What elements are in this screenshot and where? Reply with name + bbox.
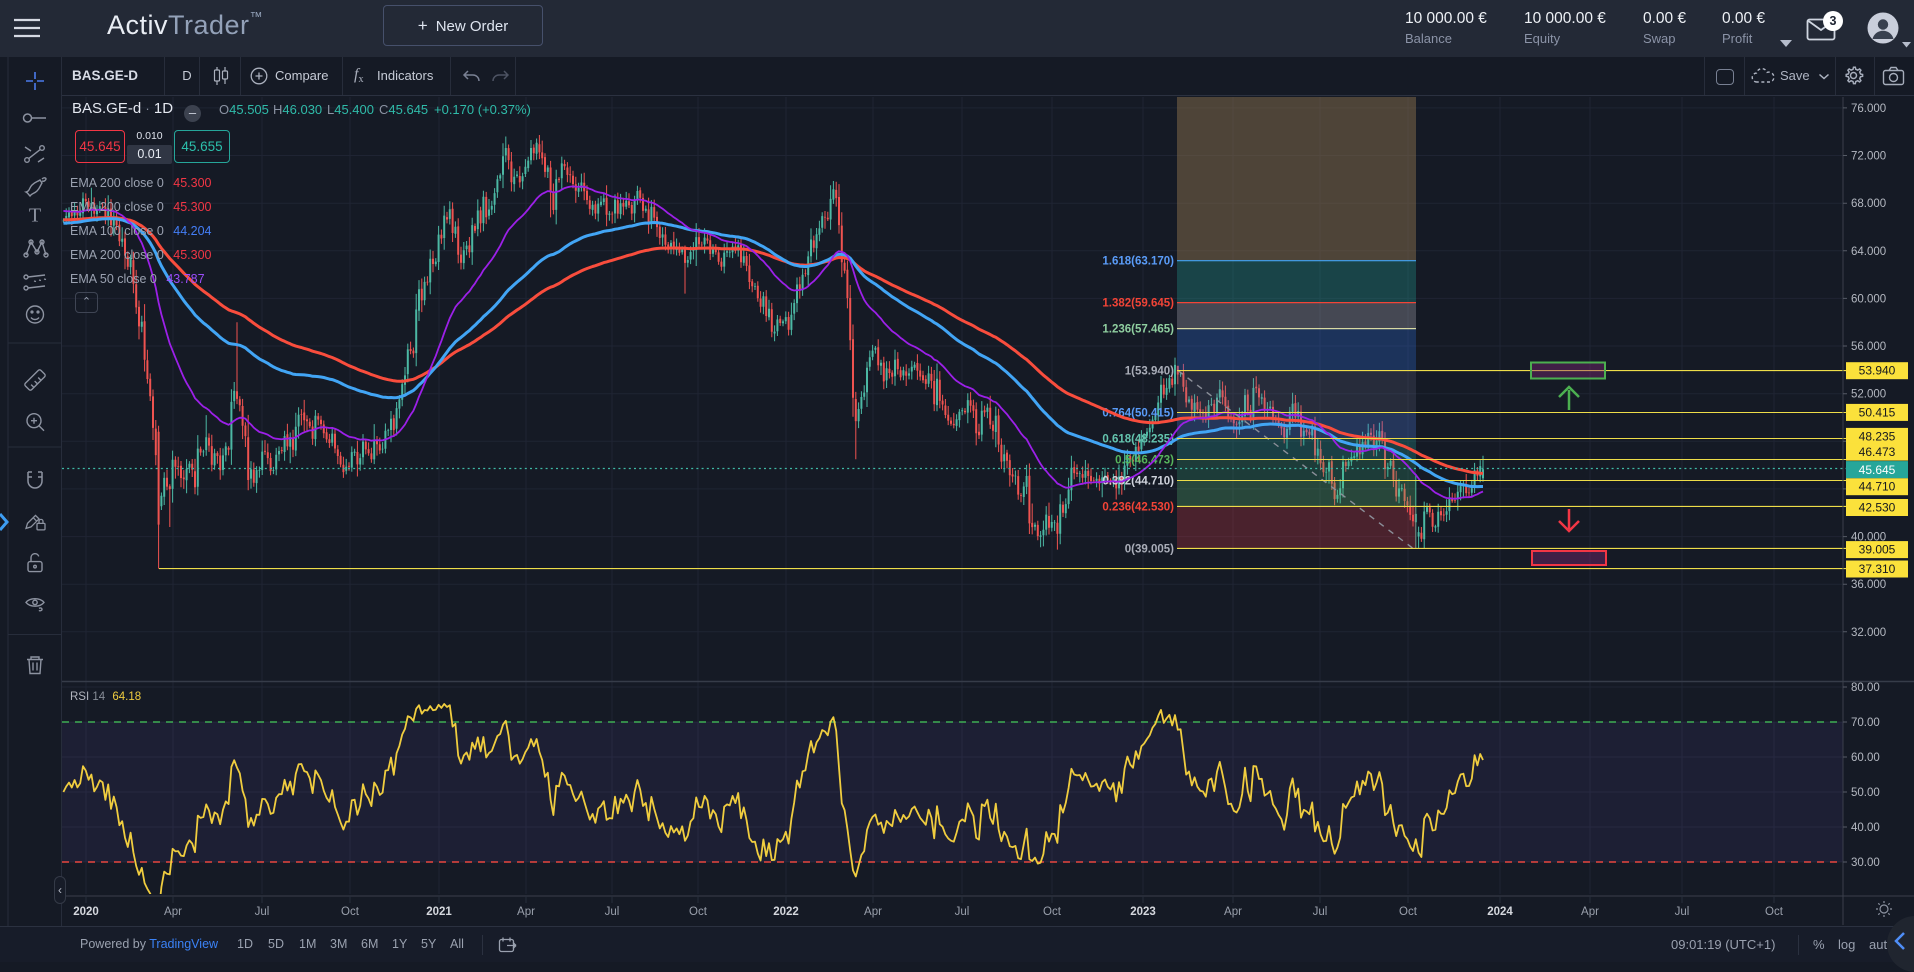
- svg-text:2020: 2020: [73, 906, 99, 918]
- svg-text:Jul: Jul: [605, 906, 620, 918]
- svg-text:36.000: 36.000: [1851, 579, 1886, 591]
- svg-text:0(39.005): 0(39.005): [1125, 543, 1174, 555]
- svg-text:46.473: 46.473: [1859, 445, 1896, 459]
- svg-text:Apr: Apr: [517, 906, 535, 918]
- svg-text:1.236(57.465): 1.236(57.465): [1102, 324, 1174, 336]
- svg-text:42.530: 42.530: [1859, 501, 1896, 515]
- svg-text:72.000: 72.000: [1851, 151, 1886, 163]
- svg-text:50.00: 50.00: [1851, 787, 1880, 799]
- svg-text:Jul: Jul: [955, 906, 970, 918]
- svg-text:32.000: 32.000: [1851, 627, 1886, 639]
- svg-text:Oct: Oct: [1399, 906, 1418, 918]
- svg-text:Jul: Jul: [1675, 906, 1690, 918]
- svg-text:70.00: 70.00: [1851, 717, 1880, 729]
- svg-text:Apr: Apr: [1581, 906, 1599, 918]
- svg-text:2023: 2023: [1130, 906, 1156, 918]
- svg-text:60.000: 60.000: [1851, 293, 1886, 305]
- svg-text:68.000: 68.000: [1851, 198, 1886, 210]
- svg-text:T: T: [29, 205, 41, 227]
- svg-text:1(53.940): 1(53.940): [1125, 366, 1174, 378]
- svg-text:Jul: Jul: [255, 906, 270, 918]
- svg-text:2024: 2024: [1487, 906, 1513, 918]
- svg-text:37.310: 37.310: [1859, 562, 1896, 576]
- svg-text:48.235: 48.235: [1859, 429, 1896, 443]
- svg-text:0.5(46.473): 0.5(46.473): [1115, 455, 1174, 467]
- svg-text:50.415: 50.415: [1859, 405, 1896, 419]
- svg-text:40.00: 40.00: [1851, 822, 1880, 834]
- svg-text:56.000: 56.000: [1851, 341, 1886, 353]
- svg-text:30.00: 30.00: [1851, 857, 1880, 869]
- svg-text:Apr: Apr: [164, 906, 182, 918]
- svg-text:Oct: Oct: [1043, 906, 1062, 918]
- svg-text:Jul: Jul: [1313, 906, 1328, 918]
- svg-text:76.000: 76.000: [1851, 103, 1886, 115]
- svg-text:45.645: 45.645: [1859, 463, 1896, 477]
- svg-text:0.382(44.710): 0.382(44.710): [1102, 476, 1174, 488]
- svg-text:1.382(59.645): 1.382(59.645): [1102, 298, 1174, 310]
- svg-text:39.005: 39.005: [1859, 543, 1896, 557]
- svg-text:44.710: 44.710: [1859, 480, 1896, 494]
- svg-text:Apr: Apr: [864, 906, 882, 918]
- svg-text:Oct: Oct: [341, 906, 360, 918]
- svg-text:2022: 2022: [773, 906, 799, 918]
- svg-text:64.000: 64.000: [1851, 246, 1886, 258]
- svg-text:52.000: 52.000: [1851, 389, 1886, 401]
- svg-text:Apr: Apr: [1224, 906, 1242, 918]
- svg-text:40.000: 40.000: [1851, 532, 1886, 544]
- svg-text:80.00: 80.00: [1851, 682, 1880, 694]
- svg-text:0.236(42.530): 0.236(42.530): [1102, 501, 1174, 513]
- svg-text:Oct: Oct: [1765, 906, 1784, 918]
- svg-text:1.618(63.170): 1.618(63.170): [1102, 256, 1174, 268]
- svg-text:Oct: Oct: [689, 906, 708, 918]
- svg-text:60.00: 60.00: [1851, 752, 1880, 764]
- svg-text:53.940: 53.940: [1859, 364, 1896, 378]
- svg-text:0.618(48.235): 0.618(48.235): [1102, 434, 1174, 446]
- svg-text:2021: 2021: [426, 906, 452, 918]
